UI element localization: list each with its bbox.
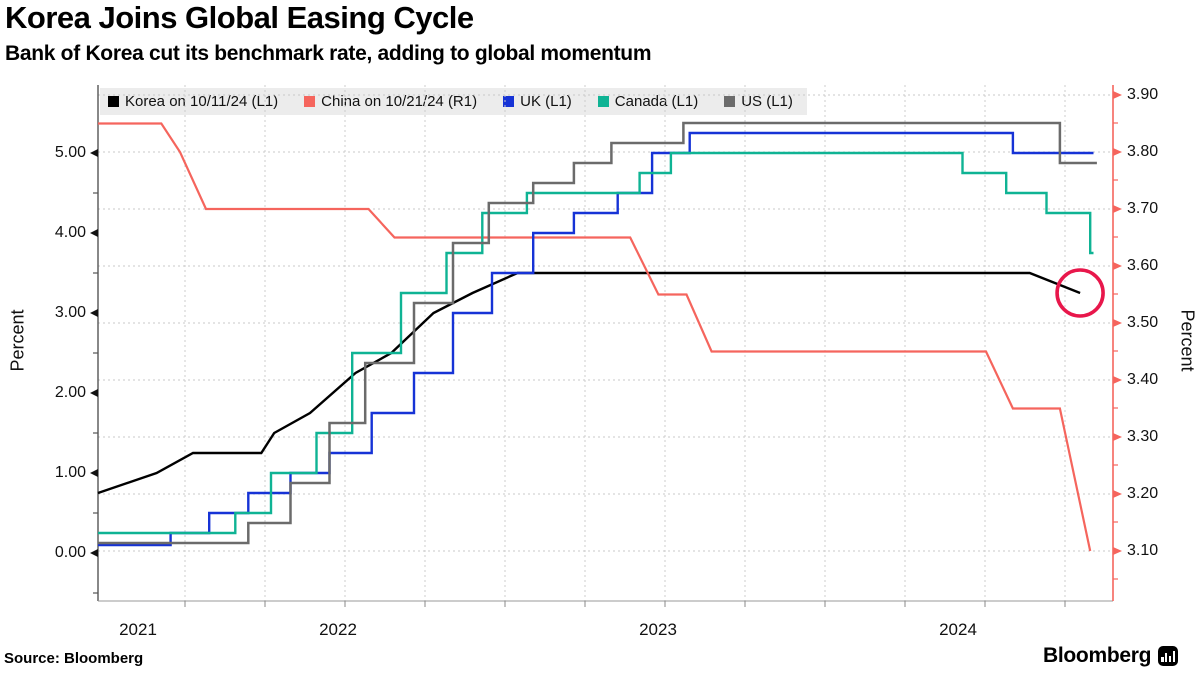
right-axis-arrow-tick <box>1113 91 1122 99</box>
right-axis-tick: 3.60 <box>1127 257 1159 274</box>
right-axis-tick: 3.80 <box>1127 143 1159 160</box>
series-line-canada <box>98 151 1094 535</box>
left-axis-tick: 0.00 <box>54 544 86 561</box>
right-axis-arrow-tick <box>1113 490 1122 498</box>
left-axis-tick: 1.00 <box>54 464 86 481</box>
right-axis-tick: 3.50 <box>1127 314 1159 331</box>
left-axis-arrow-tick <box>90 549 98 557</box>
legend-swatch <box>304 96 316 107</box>
right-axis-arrow-tick <box>1113 547 1122 555</box>
legend-label: US (L1) <box>741 93 793 110</box>
right-axis-tick: 3.90 <box>1127 86 1159 103</box>
x-axis-tick: 2021 <box>119 620 157 639</box>
chart-legend: Korea on 10/11/24 (L1) China on 10/21/24 … <box>100 88 807 115</box>
left-axis-arrow-tick <box>90 229 98 237</box>
right-axis-arrow-tick <box>1113 376 1122 384</box>
left-axis-title: Percent <box>7 309 28 372</box>
legend-item-us: US (L1) <box>724 93 793 110</box>
bloomberg-wordmark: Bloomberg <box>1043 644 1152 667</box>
legend-swatch <box>597 96 609 107</box>
left-axis-tick: 2.00 <box>54 384 86 401</box>
series-line-china <box>98 122 1092 552</box>
legend-label: Korea on 10/11/24 (L1) <box>125 93 279 110</box>
legend-swatch <box>503 96 515 107</box>
page-title: Korea Joins Global Easing Cycle <box>5 0 474 35</box>
left-axis-arrow-tick <box>90 309 98 317</box>
right-axis-arrow-tick <box>1113 205 1122 213</box>
right-axis-arrow-tick <box>1113 319 1122 327</box>
left-axis-tick: 4.00 <box>54 224 86 241</box>
source-credit: Source: Bloomberg <box>4 650 144 667</box>
left-axis-tick: 3.00 <box>54 304 86 321</box>
series-line-uk <box>98 131 1094 547</box>
right-axis-tick: 3.20 <box>1127 485 1159 502</box>
legend-item-canada: Canada (L1) <box>597 93 699 110</box>
legend-swatch <box>724 96 736 107</box>
right-axis-tick: 3.30 <box>1127 428 1159 445</box>
rate-cut-highlight-circle <box>1055 268 1105 318</box>
x-axis-tick: 2022 <box>319 620 357 639</box>
right-axis-tick: 3.40 <box>1127 371 1159 388</box>
right-axis-title: Percent <box>1177 309 1198 372</box>
bar-chart-icon <box>1158 646 1179 666</box>
right-axis-arrow-tick <box>1113 262 1122 270</box>
legend-label: UK (L1) <box>520 93 572 110</box>
series-line-us <box>98 121 1097 545</box>
legend-item-korea: Korea on 10/11/24 (L1) <box>108 93 278 110</box>
legend-item-china: China on 10/21/24 (R1) <box>304 93 477 110</box>
page-subtitle: Bank of Korea cut its benchmark rate, ad… <box>5 42 652 65</box>
left-axis-arrow-tick <box>90 389 98 397</box>
left-axis-arrow-tick <box>90 469 98 477</box>
legend-item-uk: UK (L1) <box>503 93 572 110</box>
right-axis-arrow-tick <box>1113 433 1122 441</box>
right-axis-tick: 3.10 <box>1127 542 1159 559</box>
left-axis-tick: 5.00 <box>54 144 86 161</box>
right-axis-tick: 3.70 <box>1127 200 1159 217</box>
legend-swatch <box>108 96 119 107</box>
bloomberg-logo: Bloomberg <box>1043 644 1179 668</box>
legend-label: Canada (L1) <box>614 93 699 110</box>
series-line-korea <box>97 271 1081 495</box>
legend-label: China on 10/21/24 (R1) <box>321 93 478 110</box>
x-axis-tick: 2023 <box>639 620 677 639</box>
x-axis-tick: 2024 <box>939 620 977 639</box>
right-axis-arrow-tick <box>1113 148 1122 156</box>
left-axis-arrow-tick <box>90 149 98 157</box>
